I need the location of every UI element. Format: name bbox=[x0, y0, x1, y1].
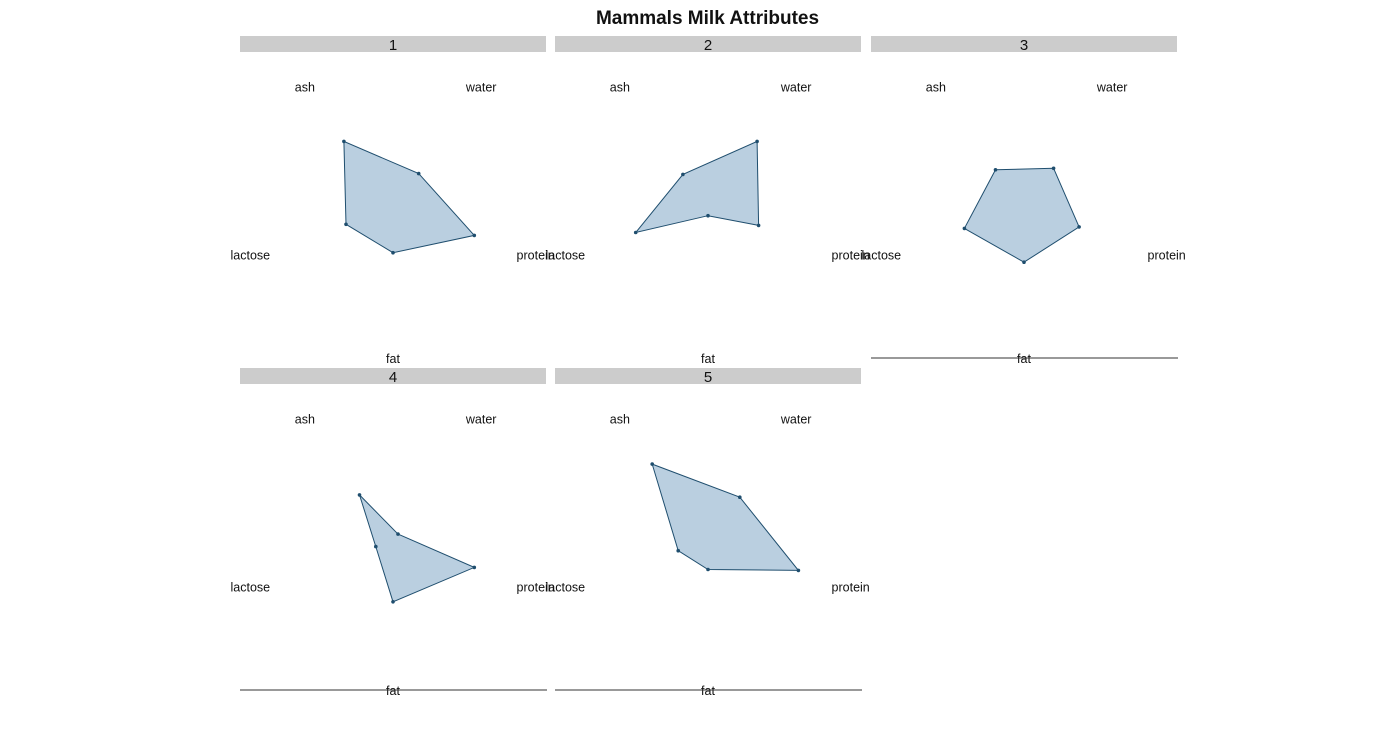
axis-label-ash: ash bbox=[610, 413, 630, 427]
radar-panel-1: 1 water protein fat lactose ash bbox=[231, 36, 555, 366]
panel-strip bbox=[871, 36, 1177, 52]
axis-label-water: water bbox=[465, 81, 497, 95]
axis-label-ash: ash bbox=[926, 81, 946, 95]
radar-panel-4: 4 water protein fat lactose ash bbox=[231, 368, 555, 698]
data-point-lactose bbox=[633, 230, 638, 235]
radar-polygon bbox=[963, 167, 1080, 263]
panel-strip-label: 5 bbox=[704, 369, 712, 386]
data-point-water bbox=[396, 532, 400, 536]
axis-label-lactose: lactose bbox=[862, 248, 902, 262]
axis-label-fat: fat bbox=[701, 684, 715, 698]
data-point-lactose bbox=[344, 222, 348, 227]
axis-label-protein: protein bbox=[517, 580, 555, 594]
radar-polygon bbox=[343, 140, 476, 254]
panel-strip bbox=[240, 368, 546, 384]
axis-label-lactose: lactose bbox=[546, 248, 586, 262]
axis-label-protein: protein bbox=[517, 248, 555, 262]
data-point-fat bbox=[391, 600, 395, 604]
data-point-lactose bbox=[962, 226, 967, 231]
data-point-ash bbox=[681, 172, 685, 177]
data-point-protein bbox=[1077, 225, 1081, 229]
panel-strip-label: 4 bbox=[389, 369, 397, 386]
panel-strip-label: 2 bbox=[704, 37, 712, 54]
radar-panel-2: 2 water protein fat lactose ash bbox=[546, 36, 870, 366]
axis-label-fat: fat bbox=[386, 684, 400, 698]
axis-label-ash: ash bbox=[295, 81, 315, 95]
data-point-fat bbox=[391, 250, 395, 255]
data-point-fat bbox=[1022, 260, 1026, 265]
radar-polygon bbox=[634, 140, 760, 234]
axis-label-water: water bbox=[780, 413, 812, 427]
axis-label-ash: ash bbox=[610, 81, 630, 95]
data-point-protein bbox=[472, 565, 477, 570]
axis-label-lactose: lactose bbox=[231, 580, 271, 594]
data-point-water bbox=[416, 171, 421, 176]
axis-label-fat: fat bbox=[386, 352, 400, 366]
radar-polygon bbox=[651, 463, 800, 571]
data-point-ash bbox=[993, 168, 998, 172]
data-point-lactose bbox=[676, 548, 680, 553]
axis-label-fat: fat bbox=[701, 352, 715, 366]
radar-panel-3: 3 water protein fat lactose ash bbox=[862, 36, 1186, 366]
data-point-water bbox=[1051, 166, 1056, 171]
radar-polygon bbox=[359, 494, 476, 603]
chart-title: Mammals Milk Attributes bbox=[595, 8, 820, 29]
axis-label-water: water bbox=[780, 81, 812, 95]
data-point-ash bbox=[342, 139, 346, 144]
data-point-water bbox=[738, 495, 742, 500]
data-point-fat bbox=[706, 213, 710, 218]
data-point-protein bbox=[756, 223, 761, 228]
data-point-protein bbox=[472, 233, 477, 238]
radar-panel-5: 5 water protein fat lactose ash bbox=[546, 368, 870, 698]
data-point-water bbox=[755, 139, 759, 144]
panel-strip-label: 3 bbox=[1020, 37, 1028, 54]
panel-strip-label: 1 bbox=[389, 37, 397, 54]
data-point-ash bbox=[357, 493, 362, 497]
axis-label-protein: protein bbox=[832, 248, 870, 262]
axis-label-fat: fat bbox=[1017, 352, 1031, 366]
data-point-fat bbox=[706, 567, 710, 572]
data-point-ash bbox=[650, 462, 654, 466]
panel-strip bbox=[555, 368, 861, 384]
data-point-protein bbox=[796, 568, 801, 573]
axis-label-water: water bbox=[1096, 81, 1128, 95]
axis-label-ash: ash bbox=[295, 413, 315, 427]
axis-label-lactose: lactose bbox=[546, 580, 586, 594]
axis-label-protein: protein bbox=[1148, 248, 1186, 262]
axis-label-water: water bbox=[465, 413, 497, 427]
panel-strip bbox=[555, 36, 861, 52]
data-point-lactose bbox=[374, 544, 378, 549]
panel-strip bbox=[240, 36, 546, 52]
axis-label-lactose: lactose bbox=[231, 248, 271, 262]
axis-label-protein: protein bbox=[832, 580, 870, 594]
